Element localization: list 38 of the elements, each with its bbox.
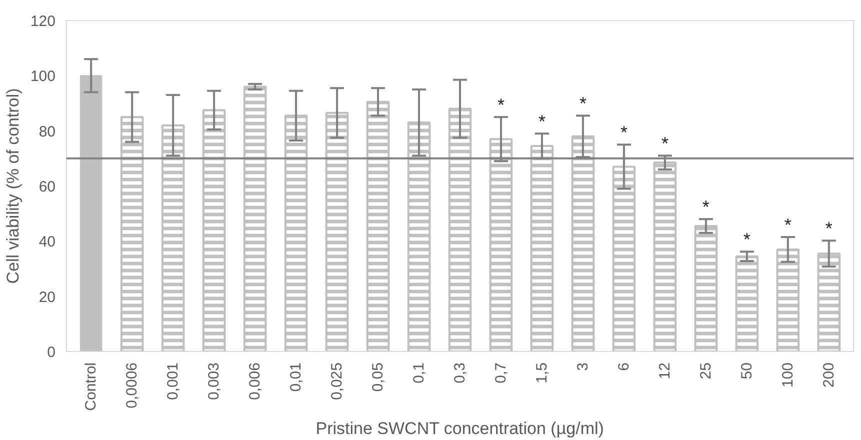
- x-tick-label: 25: [697, 362, 714, 380]
- annotation: *: [497, 95, 505, 116]
- y-tick-label: 120: [30, 13, 56, 30]
- x-tick-label: 12: [656, 362, 674, 380]
- y-axis-title: Cell viability (% of control): [3, 88, 22, 284]
- x-tick-label: 200: [820, 362, 838, 388]
- y-tick-label: 40: [38, 234, 56, 251]
- y-tick-label: 60: [38, 178, 56, 196]
- bar: [80, 75, 102, 352]
- annotation: *: [579, 94, 586, 114]
- x-tick-label: 0,025: [328, 362, 346, 400]
- x-tick-label: 0,3: [452, 362, 468, 384]
- x-tick-label: 0,001: [164, 362, 182, 400]
- x-tick-label: Control: [82, 362, 100, 411]
- x-tick-label: 3: [574, 362, 592, 371]
- x-tick-label: 6: [615, 362, 632, 371]
- annotation: *: [743, 230, 750, 250]
- annotation: *: [538, 112, 546, 132]
- annotation: *: [784, 215, 792, 236]
- y-tick-label: 80: [38, 123, 56, 140]
- y-tick-label: 100: [30, 68, 56, 86]
- annotation: *: [825, 218, 832, 239]
- x-tick-label: 100: [779, 362, 796, 388]
- x-tick-label: 0,01: [288, 362, 305, 392]
- annotation: *: [702, 197, 710, 218]
- x-tick-label: 1,5: [533, 362, 550, 384]
- annotation: *: [620, 122, 628, 143]
- x-tick-label: 0,006: [246, 362, 264, 400]
- x-tick-label: 0,05: [370, 362, 387, 392]
- x-tick-label: 0,1: [410, 362, 428, 384]
- annotation: *: [661, 134, 668, 154]
- x-tick-label: 0,0006: [124, 362, 141, 408]
- y-tick-label: 20: [38, 288, 56, 306]
- x-axis-title: Pristine SWCNT concentration (µg/ml): [316, 418, 604, 438]
- x-tick-label: 0,7: [492, 362, 510, 384]
- x-tick-label: 50: [738, 362, 756, 380]
- y-tick-label: 0: [47, 344, 56, 361]
- x-tick-label: 0,003: [206, 362, 223, 400]
